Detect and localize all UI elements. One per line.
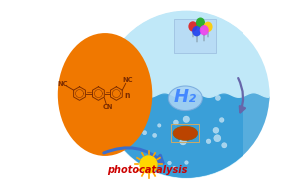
Ellipse shape [203,22,213,32]
Text: n: n [124,91,130,100]
Text: photocatalysis: photocatalysis [108,165,188,175]
FancyBboxPatch shape [174,19,216,53]
Circle shape [222,143,227,148]
Circle shape [168,161,171,165]
Circle shape [103,11,269,178]
Circle shape [219,118,224,122]
Text: NC: NC [57,81,68,88]
Text: H₂: H₂ [174,88,197,106]
Circle shape [143,131,147,135]
Ellipse shape [192,26,201,36]
Ellipse shape [200,25,209,36]
Circle shape [173,166,176,169]
Text: CN: CN [103,104,113,110]
Ellipse shape [188,21,198,32]
Circle shape [124,110,129,114]
Circle shape [153,133,157,137]
Circle shape [206,139,211,144]
Circle shape [214,135,221,142]
Ellipse shape [173,126,198,140]
Circle shape [215,95,220,101]
Circle shape [157,124,161,127]
Ellipse shape [168,86,202,111]
Circle shape [185,161,188,164]
Circle shape [139,113,143,117]
Circle shape [213,127,219,133]
Ellipse shape [196,18,205,28]
Circle shape [180,138,187,145]
Ellipse shape [58,33,152,156]
Wedge shape [103,94,269,178]
Circle shape [183,116,189,122]
Text: NC: NC [122,77,133,83]
Circle shape [140,156,157,173]
Circle shape [173,120,178,125]
Circle shape [249,118,252,120]
